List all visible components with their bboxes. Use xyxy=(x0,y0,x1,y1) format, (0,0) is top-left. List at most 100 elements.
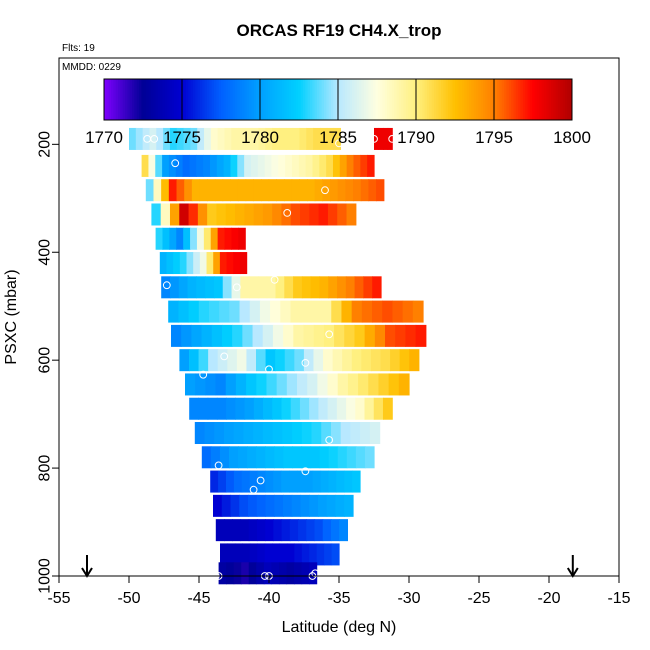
heatmap-cell xyxy=(234,543,243,566)
heatmap-cell xyxy=(350,422,361,445)
heatmap-cell xyxy=(312,470,322,493)
heatmap-cell xyxy=(285,127,294,150)
heatmap-cell xyxy=(285,154,293,177)
heatmap-cell xyxy=(205,276,215,299)
heatmap-cell xyxy=(361,300,373,323)
colorbar-swatch xyxy=(494,79,498,120)
colorbar-swatch xyxy=(462,79,465,120)
colorbar-swatch xyxy=(349,79,353,120)
colorbar-swatch xyxy=(244,79,248,120)
heatmap-cell xyxy=(316,543,325,566)
heatmap-cell xyxy=(159,252,168,275)
heatmap-cell xyxy=(179,203,190,226)
heatmap-cell xyxy=(214,422,225,445)
colorbar-swatch xyxy=(555,79,559,120)
heatmap-cell xyxy=(249,543,258,566)
heatmap-cell xyxy=(344,470,353,493)
heatmap-cell xyxy=(299,397,310,420)
heatmap-cell xyxy=(169,227,177,250)
colorbar-swatch xyxy=(199,79,203,120)
colorbar-swatch xyxy=(251,79,255,120)
heatmap-cell xyxy=(282,422,293,445)
colorbar-swatch xyxy=(485,79,489,120)
heatmap-cell xyxy=(201,324,213,347)
heatmap-cell xyxy=(367,154,375,177)
colorbar-swatch xyxy=(564,79,568,120)
heatmap-cell xyxy=(354,276,365,299)
heatmap-cell xyxy=(231,227,239,250)
heatmap-cell xyxy=(246,349,257,372)
x-tick-label: -40 xyxy=(257,590,280,607)
heatmap-cell xyxy=(378,127,384,150)
colorbar-swatch xyxy=(150,79,154,120)
heatmap-cell xyxy=(265,127,273,150)
colorbar-swatch xyxy=(284,79,288,120)
heatmap-cell xyxy=(233,422,245,445)
colorbar-swatch xyxy=(342,79,346,120)
colorbar-swatch xyxy=(354,79,358,120)
heatmap-cell xyxy=(278,154,286,177)
heatmap-cell xyxy=(361,349,372,372)
heatmap-cell xyxy=(248,562,257,585)
heatmap-cell xyxy=(217,349,228,372)
heatmap-cell xyxy=(281,203,292,226)
heatmap-cell xyxy=(369,422,381,445)
colorbar-swatch xyxy=(111,79,114,120)
heatmap-cell xyxy=(275,349,286,372)
colorbar-swatch xyxy=(447,79,451,120)
heatmap-cell xyxy=(328,446,339,469)
colorbar-swatch xyxy=(307,79,311,120)
colorbar-swatch xyxy=(249,79,252,120)
heatmap-cell xyxy=(228,446,239,469)
heatmap-cell xyxy=(190,227,198,250)
colorbar-swatch xyxy=(106,79,110,120)
colorbar-swatch xyxy=(204,79,208,120)
heatmap-cell xyxy=(291,494,302,517)
heatmap-cell xyxy=(322,179,331,202)
heatmap-cell xyxy=(219,300,230,323)
heatmap-cell xyxy=(293,324,305,347)
colorbar-swatch xyxy=(443,79,447,120)
heatmap-cell xyxy=(363,276,373,299)
heatmap-cell xyxy=(291,179,300,202)
heatmap-cell xyxy=(344,494,354,517)
heatmap-cell xyxy=(284,276,294,299)
heatmap-cell xyxy=(232,519,242,542)
heatmap-cell xyxy=(279,543,288,566)
colorbar-swatch xyxy=(466,79,470,120)
colorbar-swatch xyxy=(345,79,348,120)
colorbar-swatch xyxy=(529,79,533,120)
heatmap-cell xyxy=(337,446,348,469)
heatmap-cell xyxy=(223,154,232,177)
heatmap-cell xyxy=(210,446,221,469)
heatmap-cell xyxy=(239,494,249,517)
heatmap-cell xyxy=(271,562,280,585)
date-note: MMDD: 0229 xyxy=(62,62,121,73)
heatmap-cell xyxy=(313,349,324,372)
colorbar-swatch xyxy=(541,79,545,120)
observation-marker xyxy=(301,359,310,367)
heatmap-cell xyxy=(225,470,235,493)
heatmap-cell xyxy=(222,276,233,299)
heatmap-cell xyxy=(256,349,267,372)
heatmap-cell xyxy=(368,373,380,396)
colorbar-swatch xyxy=(314,79,318,120)
heatmap-cell xyxy=(168,300,179,323)
colorbar-swatch xyxy=(398,79,402,120)
heatmap-cell xyxy=(207,397,218,420)
heatmap-cell xyxy=(161,276,171,299)
colorbar: 1770 1775 1780 1785 1790 1795 1800 xyxy=(85,78,591,147)
heatmap-cell xyxy=(239,252,248,275)
colorbar-swatch xyxy=(553,79,557,120)
heatmap-cell xyxy=(197,127,205,150)
heatmap-cell xyxy=(268,179,277,202)
heatmap-cell xyxy=(203,154,211,177)
heatmap-cell xyxy=(220,543,229,566)
heatmap-cell xyxy=(238,446,248,469)
heatmap-cell xyxy=(253,397,264,420)
heatmap-cell xyxy=(196,154,204,177)
colorbar-swatch xyxy=(256,79,259,120)
heatmap-cell xyxy=(298,154,307,177)
heatmap-cell xyxy=(264,543,273,566)
heatmap-cell xyxy=(372,300,383,323)
